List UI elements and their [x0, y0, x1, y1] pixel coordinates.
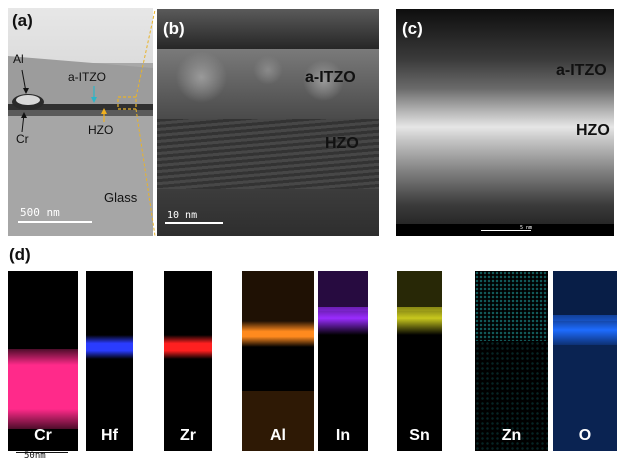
- eds-map-o: O: [553, 271, 617, 451]
- panel-b-tem-image: (b) a-ITZO HZO 10 nm: [157, 9, 379, 236]
- eds-map-zr: Zr: [164, 271, 212, 451]
- eds-map-sn: Sn: [397, 271, 442, 451]
- eds-map-zn: Zn: [475, 271, 548, 451]
- eds-label-zn: Zn: [475, 427, 548, 445]
- c-hzo-label: HZO: [576, 122, 610, 140]
- panel-c-label: (c): [402, 19, 423, 39]
- panel-c-scalebar-label: 5 nm: [520, 225, 532, 231]
- eds-map-al: Al: [242, 271, 314, 451]
- b-hzo-label: HZO: [325, 135, 359, 153]
- panel-d-label: (d): [9, 245, 31, 265]
- eds-label-zr: Zr: [164, 427, 212, 445]
- panel-b-label: (b): [163, 19, 185, 39]
- eds-label-sn: Sn: [397, 427, 442, 445]
- eds-map-in: In: [318, 271, 368, 451]
- eds-label-hf: Hf: [86, 427, 133, 445]
- panel-b-scalebar-label: 10 nm: [167, 210, 197, 221]
- c-aitzo-label: a-ITZO: [556, 62, 607, 80]
- eds-label-in: In: [318, 427, 368, 445]
- eds-label-cr: Cr: [8, 427, 78, 445]
- eds-map-cr: Cr: [8, 271, 78, 451]
- panel-c-haadf-image: 5 nm (c) a-ITZO HZO: [396, 9, 614, 236]
- eds-label-al: Al: [242, 427, 314, 445]
- eds-map-hf: Hf: [86, 271, 133, 451]
- eds-label-o: O: [553, 427, 617, 445]
- b-aitzo-label: a-ITZO: [305, 69, 356, 87]
